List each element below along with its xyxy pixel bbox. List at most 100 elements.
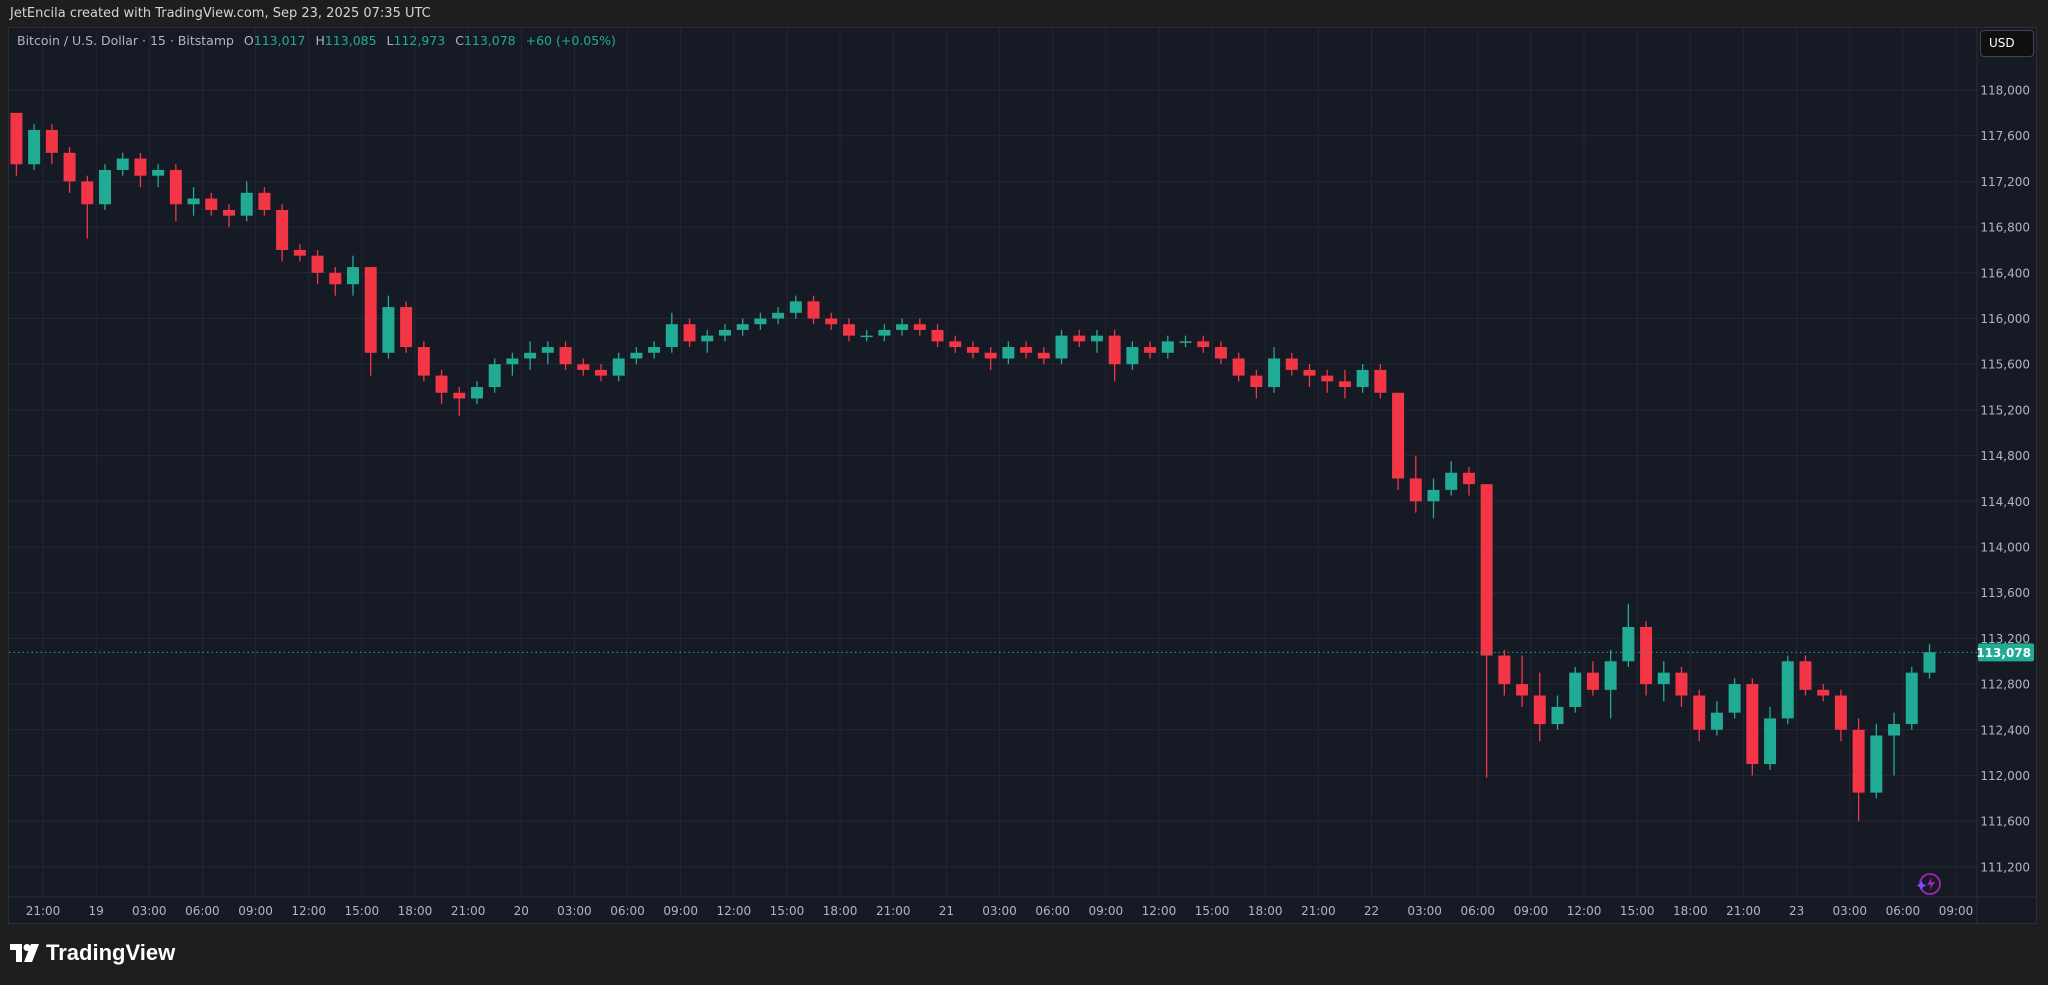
candle-body [1888, 724, 1901, 736]
candle-body [1533, 695, 1546, 725]
currency-button[interactable]: USD [1980, 30, 2034, 57]
candle-body [435, 375, 448, 393]
last-price-badge [1978, 643, 2034, 662]
candle-body [364, 267, 377, 353]
candle-body [541, 347, 554, 353]
candle-body [1746, 684, 1759, 765]
candle-body [1161, 341, 1174, 353]
price-tick-label: 112,800 [1980, 678, 2030, 692]
chart-panel[interactable] [8, 27, 2037, 924]
time-tick-label: 21:00 [1726, 904, 1761, 918]
price-tick-label: 112,400 [1980, 723, 2030, 737]
candle-body [1516, 684, 1529, 696]
candle-body [1640, 626, 1653, 685]
time-tick-label: 15:00 [345, 904, 380, 918]
lightning-icon[interactable] [1916, 873, 1941, 895]
price-tick-label: 114,800 [1980, 449, 2030, 463]
close-label: C [455, 33, 464, 48]
price-tick-label: 116,400 [1980, 266, 2030, 280]
open-value: 113,017 [253, 33, 306, 48]
candle-body [718, 329, 731, 336]
candle-body [594, 369, 607, 376]
time-tick-label: 06:00 [610, 904, 645, 918]
price-tick-label: 117,600 [1980, 129, 2030, 143]
candle-body [1445, 472, 1458, 490]
candle-body [1073, 335, 1086, 342]
candle-body [488, 364, 501, 388]
candle-body [1179, 341, 1192, 343]
candle-body [559, 347, 572, 365]
candle-body [577, 364, 590, 370]
candle-body [382, 307, 395, 353]
tradingview-logo[interactable]: TradingView [10, 940, 175, 966]
candle-body [1338, 381, 1351, 388]
time-tick-label: 09:00 [1939, 904, 1974, 918]
candle-body [1657, 672, 1670, 685]
price-tick-label: 114,000 [1980, 541, 2030, 555]
candle-body [293, 249, 306, 256]
candle-body [630, 352, 643, 359]
time-tick-label: 15:00 [770, 904, 805, 918]
candle-body [453, 392, 466, 399]
time-tick-label: 22 [1364, 904, 1379, 918]
candle-body [612, 358, 625, 376]
candle-body [1108, 335, 1121, 365]
price-tick-label: 116,800 [1980, 221, 2030, 235]
candle-body [1675, 672, 1688, 696]
candle-body [311, 255, 324, 273]
symbol-title[interactable]: Bitcoin / U.S. Dollar · 15 · Bitstamp [17, 33, 234, 48]
high-value: 113,085 [324, 33, 377, 48]
candle-body [524, 352, 537, 359]
close-value: 113,078 [463, 33, 516, 48]
candle-body [966, 347, 979, 353]
candle-body [1764, 718, 1777, 765]
tradingview-logo-icon [10, 944, 39, 962]
candle-body [506, 358, 519, 365]
candle-body [1037, 352, 1050, 359]
candle-body [789, 301, 802, 313]
candle-body [187, 198, 200, 205]
candle-body [28, 129, 41, 165]
candle-body [1852, 729, 1865, 793]
candle-body [1586, 672, 1599, 690]
candle-body [276, 209, 289, 250]
candle-body [258, 192, 271, 210]
candle-body [240, 192, 253, 216]
time-tick-label: 21:00 [1301, 904, 1336, 918]
candle-body [45, 129, 58, 153]
time-tick-label: 12:00 [1142, 904, 1177, 918]
candle-body [913, 324, 926, 330]
open-label: O [243, 33, 254, 48]
candle-body [1090, 335, 1103, 342]
candle-body [1392, 392, 1405, 479]
candle-body [1055, 335, 1068, 359]
candle-body [63, 152, 76, 182]
price-tick-label: 113,600 [1980, 586, 2030, 600]
candle-body [346, 267, 359, 285]
time-tick-label: 20 [514, 904, 529, 918]
time-tick-label: 21:00 [876, 904, 911, 918]
time-tick-label: 18:00 [1673, 904, 1708, 918]
candle-body [1303, 369, 1316, 376]
price-tick-label: 115,200 [1980, 403, 2030, 417]
candle-body [329, 272, 342, 285]
price-tick-label: 112,000 [1980, 769, 2030, 783]
candle-body [1268, 358, 1281, 388]
high-label: H [315, 33, 325, 48]
candle-body [400, 307, 413, 348]
change-value: +60 (+0.05%) [525, 33, 616, 48]
brand-name: TradingView [46, 940, 176, 965]
time-tick-label: 23 [1789, 904, 1804, 918]
time-tick-label: 03:00 [1407, 904, 1442, 918]
candle-body [1498, 655, 1511, 685]
candle-body [1710, 712, 1723, 730]
candle-body [1604, 661, 1617, 690]
candle-body [1462, 472, 1475, 485]
candle-body [1285, 358, 1298, 370]
candle-body [1905, 672, 1918, 725]
price-tick-label: 111,600 [1980, 815, 2030, 829]
time-tick-label: 06:00 [1886, 904, 1921, 918]
time-tick-label: 18:00 [398, 904, 433, 918]
time-tick-label: 03:00 [557, 904, 592, 918]
